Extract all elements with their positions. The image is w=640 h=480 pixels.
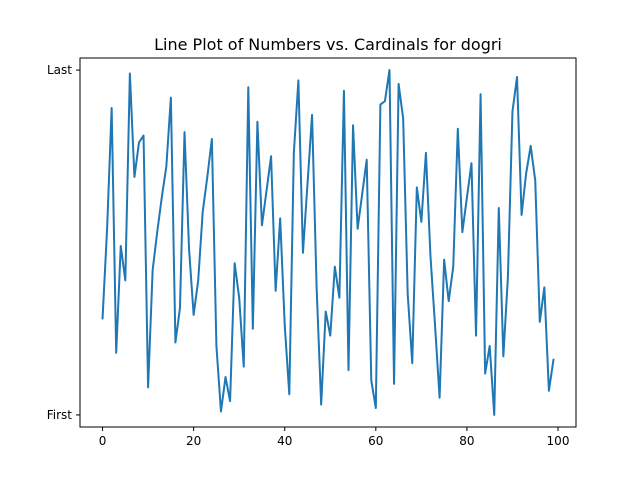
chart-title: Line Plot of Numbers vs. Cardinals for d…	[154, 35, 502, 54]
series-line	[101, 69, 555, 416]
y-tick-label: First	[47, 408, 73, 422]
y-tick-label: Last	[47, 63, 72, 77]
axes-frame	[79, 57, 577, 428]
x-tick-label: 80	[459, 434, 474, 448]
x-tick-label: 20	[186, 434, 201, 448]
x-tick-label: 60	[368, 434, 383, 448]
x-tick-label: 40	[277, 434, 292, 448]
x-tick-label: 100	[547, 434, 570, 448]
plot-area: 0 20 40 60 80 100 First Last	[47, 57, 577, 448]
x-tick-label: 0	[99, 434, 107, 448]
